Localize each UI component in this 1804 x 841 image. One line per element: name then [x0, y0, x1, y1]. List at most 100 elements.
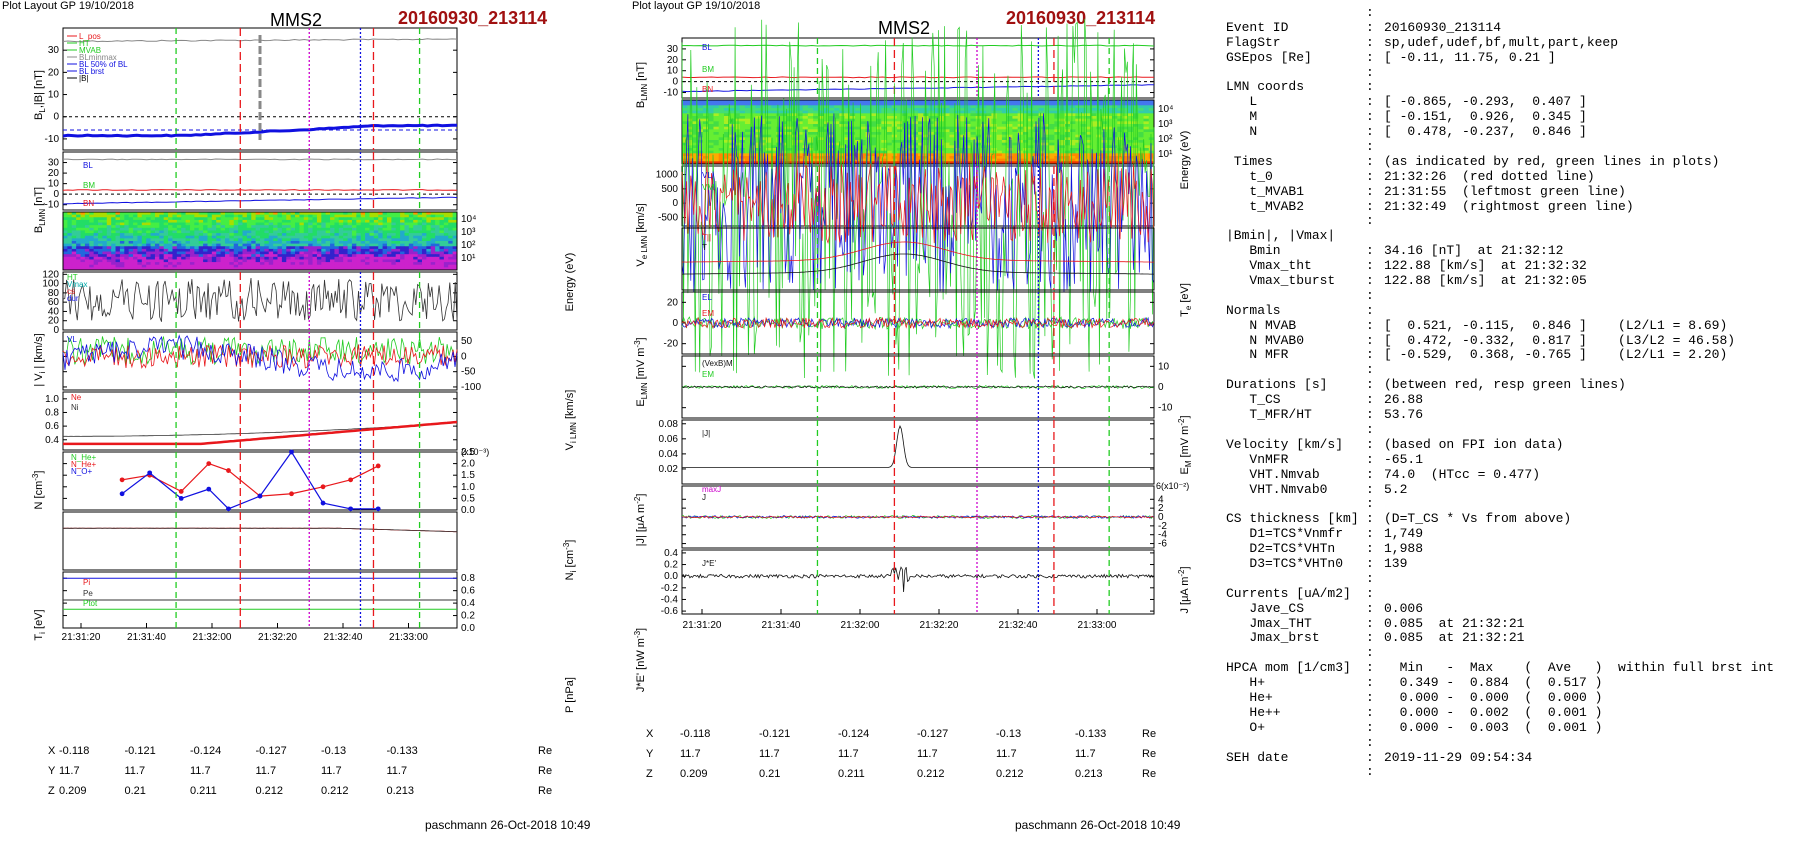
spectrogram-ion-cell [238, 262, 243, 266]
spectrogram-electron-cell [1075, 156, 1082, 160]
spectrogram-ion-cell [189, 219, 195, 224]
spectrogram-ion-cell [154, 230, 160, 234]
spectrogram-ion-cell [115, 233, 121, 237]
spectrogram-ion-cell [400, 248, 405, 253]
panel-n: 1.00.80.60.4 [45, 391, 458, 451]
pos-label-z: Z [48, 785, 55, 797]
spectrogram-electron-cell [897, 145, 903, 149]
spectrogram-ion-cell [334, 264, 340, 268]
spectrogram-ion-cell [233, 222, 239, 226]
spectrogram-electron-cell [933, 137, 940, 141]
spectrogram-ion-cell [439, 241, 445, 245]
spectrogram-electron-cell [1143, 145, 1150, 149]
spectrogram-electron-cell [1101, 126, 1108, 130]
spectrogram-ion-cell [242, 219, 248, 224]
spectrogram-ion-cell [163, 264, 169, 268]
spectrogram-ion-cell [141, 227, 147, 231]
spectrogram-ion-cell [67, 225, 73, 229]
spectrogram-electron-cell [744, 124, 751, 128]
spectrogram-electron-cell [692, 124, 699, 128]
spectrogram-electron-cell [1038, 134, 1045, 138]
spectrogram-electron-cell [1127, 121, 1134, 125]
spectrogram-ion-cell [102, 246, 108, 250]
spectrogram-electron-cell [697, 105, 704, 109]
spectrogram-ion-cell [369, 243, 375, 247]
summary-key: VnMFR [1226, 451, 1289, 467]
spectrogram-ion-cell [203, 212, 208, 216]
spectrogram-ion-cell [189, 217, 195, 221]
spectrogram-ion-cell [264, 217, 270, 221]
spectrogram-ion-cell [146, 241, 152, 245]
spectrogram-ion-cell [264, 262, 270, 266]
spectrogram-ion-cell [93, 219, 99, 224]
spectrogram-electron-cell [1148, 108, 1155, 112]
spectrogram-electron-cell [844, 140, 851, 144]
spectrogram-electron-cell [1059, 102, 1066, 106]
spectrogram-electron-cell [912, 105, 919, 109]
spectrogram-electron-cell [860, 153, 867, 157]
spectrogram-electron-cell [1080, 134, 1087, 138]
spectrogram-ion-cell [426, 217, 432, 221]
spectrogram-ion-cell [128, 241, 134, 245]
spectrogram-electron-cell [970, 142, 977, 146]
spectrogram-ion-cell [67, 243, 73, 247]
spectrogram-ion-cell [321, 254, 327, 258]
spectrogram-ion-cell [80, 212, 86, 216]
spectrogram-electron-cell [860, 142, 867, 146]
spectrogram-ion-cell [224, 217, 230, 221]
summary-value: (based on FPI ion data) [1384, 436, 1564, 452]
summary-row: : [1226, 765, 1800, 780]
spectrogram-ion-cell [325, 217, 331, 221]
ni-scale-note: (x10⁻³) [461, 447, 489, 457]
spectrogram-electron-cell [713, 121, 720, 125]
ni-point-red [289, 491, 294, 497]
spectrogram-ion-cell [242, 246, 248, 250]
spectrogram-electron-cell [1033, 110, 1040, 114]
spectrogram-ion-cell [347, 230, 353, 234]
spectrogram-ion-cell [395, 264, 401, 268]
spectrogram-ion-cell [211, 243, 217, 247]
spectrogram-electron-cell [902, 110, 909, 114]
spectrogram-ion-cell [338, 243, 344, 247]
summary-key: t_MVAB1 [1226, 183, 1305, 199]
spectrogram-electron-cell [760, 132, 767, 136]
spectrogram-ion-cell [452, 233, 458, 237]
spectrogram-electron-cell [734, 153, 741, 157]
ni-point-blue [348, 506, 354, 512]
spectrogram-ion-cell [378, 259, 384, 263]
spectrogram-ion-cell [321, 246, 327, 250]
spectrogram-ion-cell [150, 254, 156, 258]
spectrogram-ion-cell [159, 219, 165, 224]
spectrogram-electron-cell [718, 132, 725, 136]
spectrogram-electron-cell [744, 158, 751, 162]
spectrogram-ion-cell [246, 264, 252, 268]
spectrogram-ion-cell [386, 219, 392, 224]
summary-value: 139 [1384, 555, 1408, 571]
spectrogram-electron-cell [828, 105, 835, 109]
spectrogram-ion-cell [430, 243, 436, 247]
spectrogram-electron-cell [760, 140, 767, 144]
spectrogram-ion-cell [277, 251, 283, 255]
spectrogram-ion-cell [67, 219, 73, 224]
spectrogram-electron-cell [980, 124, 987, 128]
spectrogram-ion-cell [273, 254, 279, 258]
spectrogram-electron-cell [1106, 118, 1113, 122]
spectrogram-ion-cell [430, 267, 436, 271]
spectrogram-ion-cell [80, 264, 86, 268]
mid-panel-je-ytick-label: -0.4 [661, 594, 679, 605]
spectrogram-ion-cell [408, 219, 414, 224]
spectrogram-electron-cell [949, 142, 956, 146]
spectrogram-electron-cell [1049, 140, 1055, 144]
spectrogram-electron-cell [739, 121, 746, 125]
spectrogram-ion-cell [290, 264, 296, 268]
spectrogram-electron-cell [765, 126, 772, 130]
spectrogram-ion-cell [395, 225, 401, 229]
spectrogram-ion-cell [98, 267, 103, 271]
spectrogram-ion-cell [338, 262, 344, 266]
spectrogram-electron-cell [970, 153, 977, 157]
spectrogram-electron-cell [944, 108, 950, 112]
summary-key: GSEpos [Re] [1226, 49, 1312, 65]
panel-blmn-frame [62, 151, 458, 211]
spectrogram-electron-cell [839, 148, 846, 152]
spectrogram-ion-cell [211, 256, 217, 260]
